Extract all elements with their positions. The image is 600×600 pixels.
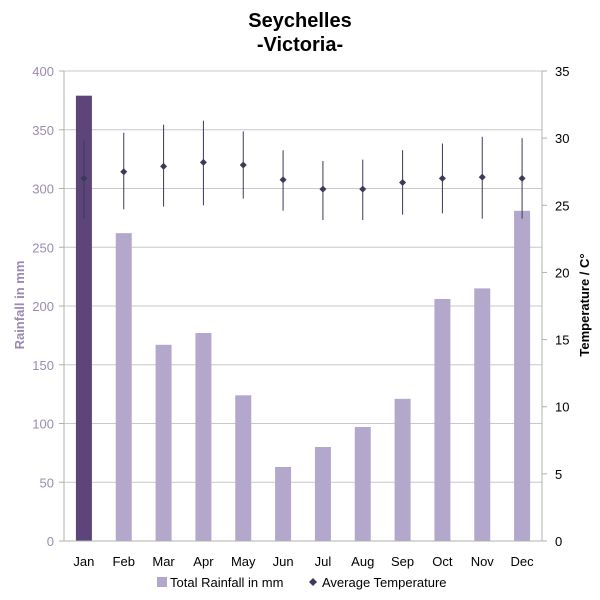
left-tick-label: 100 [32, 417, 54, 432]
right-tick-label: 20 [555, 265, 569, 280]
right-tick-label: 30 [555, 131, 569, 146]
x-tick-label: Jun [273, 554, 294, 569]
temperature-point [160, 162, 168, 170]
temperature-point [438, 174, 446, 182]
legend-temperature-marker [309, 578, 317, 586]
rainfall-bar [514, 210, 531, 541]
rainfall-bars [75, 95, 531, 542]
x-axis-ticks: Jan Feb Mar Apr May Jun Jul Aug Sep Oct Nov Dec [73, 554, 534, 569]
left-tick-label: 350 [32, 123, 54, 138]
rainfall-bar [354, 427, 371, 541]
rainfall-bar [434, 298, 451, 541]
temperature-point [399, 178, 407, 186]
left-tick-label: 0 [47, 534, 54, 549]
x-tick-label: Dec [511, 554, 535, 569]
left-tick-label: 250 [32, 240, 54, 255]
right-axis-title: Temperature / C° [577, 253, 592, 356]
gridlines [64, 70, 542, 483]
left-tick-label: 300 [32, 182, 54, 197]
x-tick-label: Jan [73, 554, 94, 569]
temperature-point [518, 174, 526, 182]
left-tick-label: 50 [40, 475, 54, 490]
x-tick-label: Sep [391, 554, 414, 569]
x-tick-label: May [231, 554, 256, 569]
x-tick-label: Feb [113, 554, 135, 569]
right-tick-label: 35 [555, 64, 569, 79]
left-tick-label: 200 [32, 299, 54, 314]
rainfall-bar [155, 344, 172, 541]
temperature-point [239, 161, 247, 169]
temperature-point [478, 173, 486, 181]
x-tick-label: Jul [315, 554, 332, 569]
temperature-point [319, 185, 327, 193]
rainfall-bar [195, 333, 212, 541]
rainfall-bar [235, 395, 252, 541]
temperature-point [80, 174, 88, 182]
chart-title: Seychelles [248, 10, 351, 32]
temperature-point [120, 168, 128, 176]
chart-subtitle: -Victoria- [257, 34, 343, 56]
right-tick-label: 25 [555, 198, 569, 213]
temperature-series [80, 120, 526, 221]
left-axis-ticks: 0 50 100 150 200 250 300 350 400 [32, 64, 64, 549]
temperature-point [279, 176, 287, 184]
left-tick-label: 150 [32, 358, 54, 373]
left-tick-label: 400 [32, 64, 54, 79]
x-tick-label: Aug [351, 554, 374, 569]
right-tick-label: 10 [555, 400, 569, 415]
right-tick-label: 5 [555, 467, 562, 482]
rainfall-bar [314, 447, 331, 541]
legend-rainfall-label: Total Rainfall in mm [170, 575, 283, 590]
x-tick-label: Apr [193, 554, 214, 569]
rainfall-bar [115, 233, 132, 541]
legend: Total Rainfall in mm Average Temperature [157, 575, 447, 590]
rainfall-bar [394, 398, 411, 541]
temperature-point [199, 158, 207, 166]
legend-rainfall-swatch [157, 577, 167, 587]
right-tick-label: 15 [555, 333, 569, 348]
rainfall-bar [275, 466, 292, 541]
temperature-point [359, 185, 367, 193]
x-tick-label: Oct [432, 554, 453, 569]
right-axis-ticks: 0 5 10 15 20 25 30 35 [542, 64, 569, 549]
right-tick-label: 0 [555, 534, 562, 549]
left-axis-title: Rainfall in mm [12, 261, 27, 350]
x-tick-label: Mar [152, 554, 175, 569]
legend-temperature-label: Average Temperature [322, 575, 447, 590]
x-tick-label: Nov [471, 554, 495, 569]
rainfall-bar [474, 288, 491, 541]
rainfall-bar [75, 95, 92, 542]
